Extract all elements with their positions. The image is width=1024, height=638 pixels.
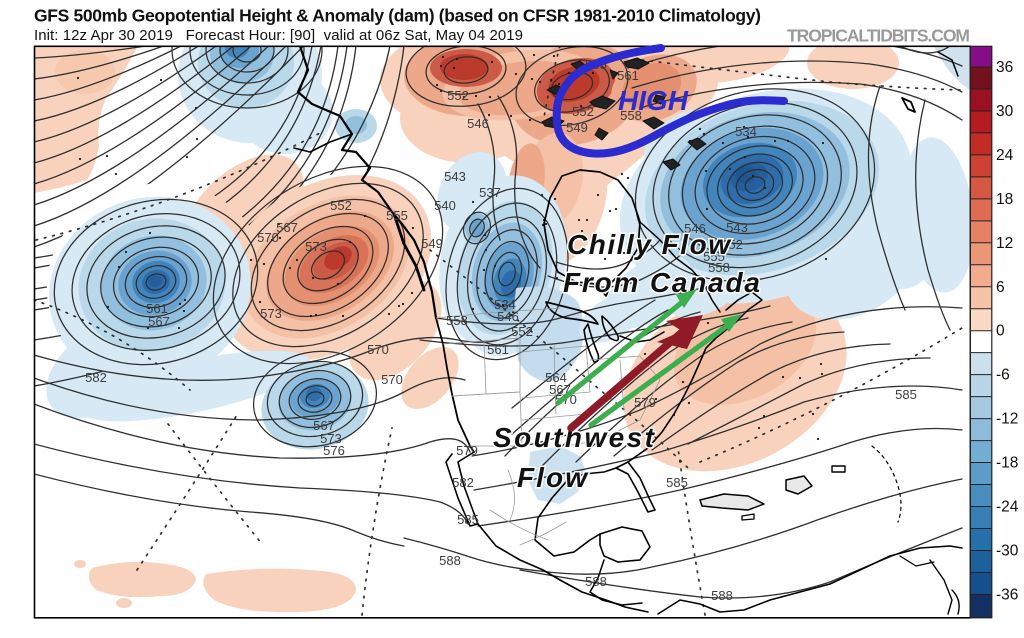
svg-text:561: 561: [617, 68, 639, 83]
svg-text:12: 12: [996, 235, 1013, 252]
svg-text:567: 567: [148, 314, 170, 329]
svg-text:558: 558: [708, 260, 730, 275]
svg-text:-36: -36: [996, 586, 1018, 603]
svg-text:30: 30: [996, 103, 1014, 120]
svg-text:567: 567: [549, 382, 571, 397]
svg-text:546: 546: [497, 309, 519, 324]
svg-text:573: 573: [320, 431, 342, 446]
svg-text:585: 585: [895, 387, 917, 402]
svg-text:552: 552: [330, 198, 352, 213]
svg-text:Flow: Flow: [517, 462, 589, 493]
svg-text:552: 552: [721, 237, 743, 252]
svg-text:570: 570: [367, 342, 389, 357]
svg-text:543: 543: [444, 169, 466, 184]
svg-text:570: 570: [381, 372, 403, 387]
svg-text:552: 552: [511, 324, 533, 339]
svg-text:558: 558: [620, 108, 642, 123]
svg-text:18: 18: [996, 191, 1013, 208]
svg-text:573: 573: [305, 239, 327, 254]
svg-text:582: 582: [452, 475, 474, 490]
svg-text:534: 534: [735, 124, 757, 139]
svg-text:540: 540: [434, 198, 456, 213]
svg-text:546: 546: [684, 221, 706, 236]
svg-text:24: 24: [996, 147, 1014, 164]
svg-text:558: 558: [446, 313, 468, 328]
svg-text:567: 567: [276, 220, 298, 235]
svg-text:576: 576: [323, 443, 345, 458]
svg-text:588: 588: [439, 553, 461, 568]
svg-text:588: 588: [711, 588, 733, 603]
svg-text:-24: -24: [996, 499, 1019, 516]
svg-text:585: 585: [666, 475, 688, 490]
svg-text:TROPICALTIDBITS.COM: TROPICALTIDBITS.COM: [787, 26, 970, 46]
svg-text:-18: -18: [996, 455, 1018, 472]
svg-text:585: 585: [457, 512, 479, 527]
svg-text:6: 6: [996, 279, 1005, 296]
svg-text:-30: -30: [996, 542, 1019, 559]
svg-text:570: 570: [257, 230, 279, 245]
svg-text:561: 561: [487, 342, 509, 357]
svg-text:-6: -6: [996, 367, 1010, 384]
svg-text:588: 588: [585, 574, 607, 589]
svg-text:561: 561: [146, 301, 168, 316]
svg-text:Chilly Flow: Chilly Flow: [567, 229, 732, 260]
svg-text:549: 549: [566, 120, 588, 135]
svg-text:579: 579: [634, 395, 656, 410]
svg-text:Init: 12z Apr 30 2019 Foreca: Init: 12z Apr 30 2019 Forecast Hour: [90…: [34, 27, 523, 44]
svg-text:555: 555: [703, 249, 725, 264]
svg-text:564: 564: [545, 370, 567, 385]
svg-text:From Canada: From Canada: [563, 267, 760, 298]
svg-text:573: 573: [260, 306, 282, 321]
svg-text:546: 546: [467, 116, 489, 131]
svg-text:534: 534: [494, 297, 516, 312]
svg-text:555: 555: [386, 208, 408, 223]
svg-text:-12: -12: [996, 411, 1018, 428]
svg-text:543: 543: [726, 220, 748, 235]
svg-text:GFS 500mb Geopotential Height: GFS 500mb Geopotential Height & Anomaly …: [34, 6, 761, 26]
svg-text:0: 0: [996, 323, 1005, 340]
svg-text:567: 567: [313, 418, 335, 433]
svg-text:HIGH: HIGH: [618, 85, 689, 116]
svg-text:537: 537: [479, 185, 501, 200]
svg-text:549: 549: [421, 236, 443, 251]
svg-text:579: 579: [456, 443, 478, 458]
svg-text:582: 582: [85, 370, 107, 385]
svg-text:36: 36: [996, 59, 1013, 76]
svg-text:552: 552: [572, 104, 594, 119]
svg-text:552: 552: [447, 88, 469, 103]
